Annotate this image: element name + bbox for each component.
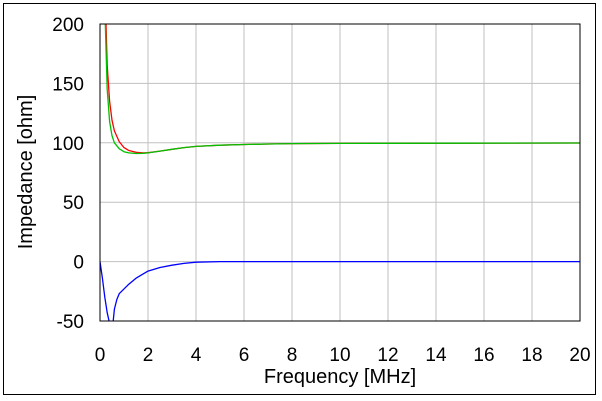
y-tick-label: 150 [52, 74, 84, 95]
y-tick-label: 200 [52, 15, 84, 36]
y-tick-label: 50 [63, 193, 84, 214]
series-line-3 [100, 260, 580, 321]
series-line-2 [104, 24, 580, 155]
x-axis-label: Frequency [MHz] [264, 366, 416, 388]
series-lines [100, 24, 580, 321]
x-tick-label: 0 [95, 345, 106, 366]
x-tick-labels: 0 2 4 6 8 10 12 14 16 18 20 [95, 345, 591, 366]
y-tick-label: 0 [73, 253, 84, 274]
x-tick-label: 10 [329, 345, 350, 366]
y-tick-label: 100 [52, 134, 84, 155]
x-tick-label: 4 [191, 345, 202, 366]
x-tick-label: 14 [425, 345, 447, 366]
y-tick-label: -50 [57, 312, 84, 333]
x-tick-label: 12 [377, 345, 398, 366]
plot-border [99, 23, 581, 322]
y-axis-label: Impedance [ohm] [15, 95, 37, 250]
x-tick-label: 16 [473, 345, 494, 366]
x-tick-label: 2 [143, 345, 154, 366]
x-tick-label: 6 [239, 345, 250, 366]
x-tick-label: 18 [521, 345, 542, 366]
y-tick-labels: -50 0 50 100 150 200 [52, 15, 84, 333]
x-tick-label: 20 [569, 345, 590, 366]
x-tick-label: 8 [287, 345, 298, 366]
